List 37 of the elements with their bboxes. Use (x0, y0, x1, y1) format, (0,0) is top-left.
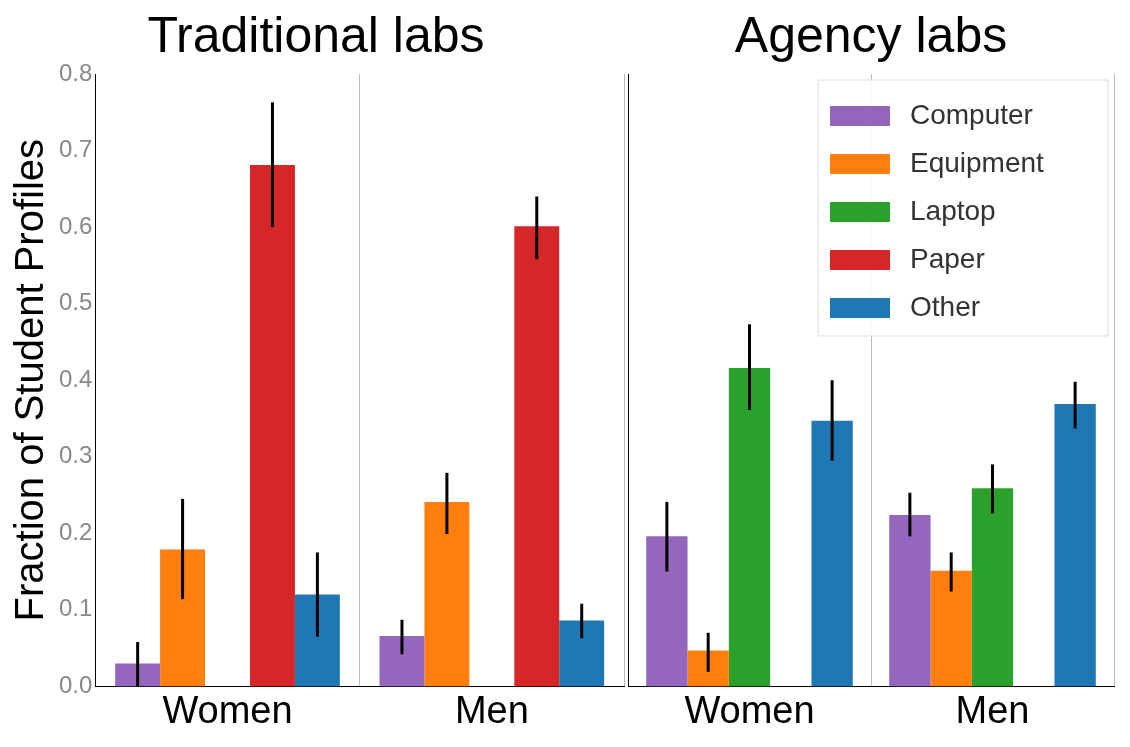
bar (971, 488, 1014, 687)
y-tick-label: 0.4 (58, 364, 93, 392)
y-tick-label: 0.6 (58, 211, 93, 239)
legend-label: Computer (910, 98, 1033, 130)
bar (294, 594, 340, 687)
bar (115, 663, 161, 687)
y-tick-label: 0.1 (58, 594, 93, 622)
x-tick-label: Women (162, 688, 293, 731)
bar (811, 420, 853, 687)
legend-label: Other (910, 290, 981, 322)
bar (514, 226, 560, 687)
y-tick-label: 0.8 (58, 58, 93, 86)
bar (930, 570, 972, 687)
bar (889, 514, 931, 687)
chart-title: Agency labs (734, 6, 1008, 63)
legend-label: Paper (910, 242, 985, 274)
bar (687, 650, 729, 687)
bar (646, 536, 688, 687)
bar (728, 367, 771, 687)
x-tick-label: Men (955, 688, 1030, 731)
bar (559, 620, 605, 687)
chart-title: Traditional labs (147, 6, 485, 63)
x-tick-label: Men (454, 688, 529, 731)
y-axis-title: Fraction of Student Profiles (7, 138, 52, 622)
y-tick-label: 0.0 (58, 671, 93, 699)
legend-label: Equipment (910, 146, 1045, 178)
y-tick-label: 0.5 (58, 288, 93, 316)
y-tick-label: 0.7 (58, 135, 93, 163)
bar (249, 165, 295, 687)
y-tick-label: 0.2 (58, 517, 93, 545)
bar (424, 501, 470, 687)
bar (379, 635, 425, 687)
bar (1054, 403, 1096, 687)
bar (160, 549, 206, 687)
y-tick-label: 0.3 (58, 441, 93, 469)
x-tick-label: Women (684, 688, 815, 731)
legend-label: Laptop (910, 194, 996, 226)
